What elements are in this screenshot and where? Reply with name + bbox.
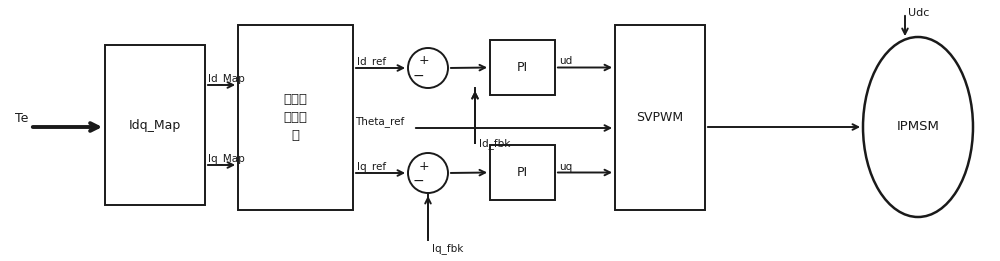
Text: +: + bbox=[419, 55, 429, 68]
Text: −: − bbox=[412, 174, 424, 188]
Text: 抗电压
饱和策
略: 抗电压 饱和策 略 bbox=[284, 93, 308, 142]
Text: Theta_ref: Theta_ref bbox=[355, 116, 404, 127]
Text: Id_ref: Id_ref bbox=[357, 56, 386, 67]
Text: PI: PI bbox=[517, 166, 528, 179]
Bar bbox=[105, 45, 205, 205]
Ellipse shape bbox=[863, 37, 973, 217]
Text: Iq_fbk: Iq_fbk bbox=[432, 243, 463, 254]
Text: SVPWM: SVPWM bbox=[636, 111, 684, 124]
Text: Te: Te bbox=[15, 112, 28, 125]
Text: ud: ud bbox=[559, 56, 572, 67]
Bar bbox=[615, 25, 705, 210]
Bar bbox=[490, 40, 555, 95]
Text: Udc: Udc bbox=[908, 8, 929, 18]
Text: uq: uq bbox=[559, 162, 572, 171]
Text: PI: PI bbox=[517, 61, 528, 74]
Bar bbox=[490, 145, 555, 200]
Text: Iq_ref: Iq_ref bbox=[357, 161, 386, 172]
Text: Id_Map: Id_Map bbox=[208, 73, 245, 84]
Text: −: − bbox=[412, 69, 424, 83]
Text: Iq_Map: Iq_Map bbox=[208, 153, 245, 164]
Text: Id_fbk: Id_fbk bbox=[479, 138, 510, 149]
Bar bbox=[238, 25, 353, 210]
Text: +: + bbox=[419, 159, 429, 173]
Text: Idq_Map: Idq_Map bbox=[129, 118, 181, 132]
Text: IPMSM: IPMSM bbox=[897, 121, 939, 133]
